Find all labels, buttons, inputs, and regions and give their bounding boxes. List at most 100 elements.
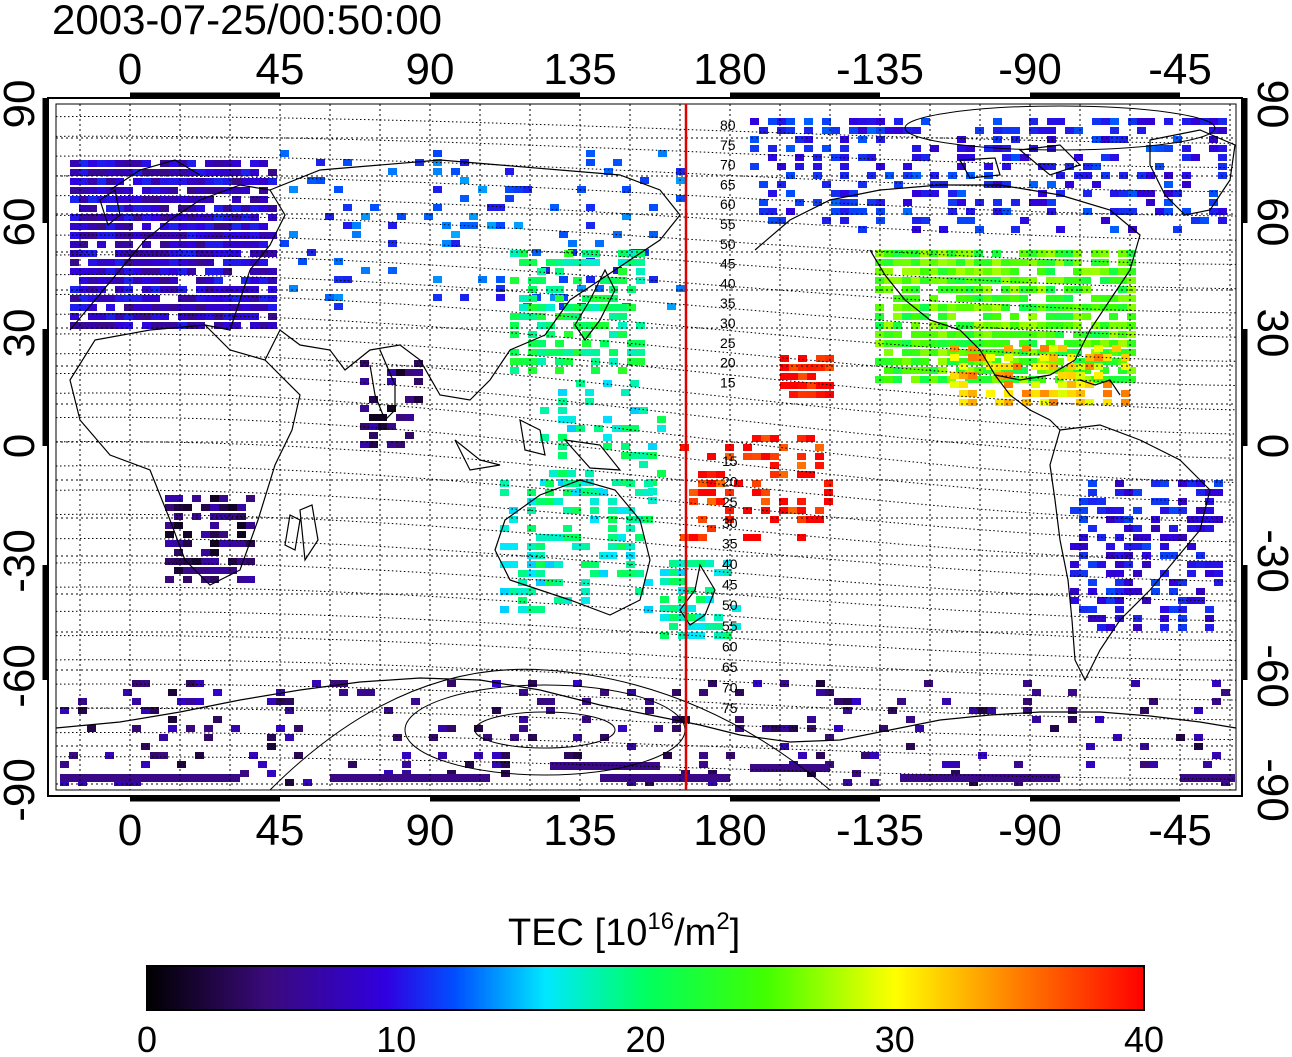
tec-cell: [545, 480, 554, 487]
tec-cell: [884, 259, 893, 266]
tec-cell: [510, 734, 519, 741]
tec-cell: [779, 471, 788, 478]
tec-cell: [232, 169, 241, 176]
tec-cell: [214, 232, 223, 239]
tec-cell: [779, 507, 788, 514]
tec-cell: [133, 160, 142, 167]
tec-cell: [88, 250, 97, 257]
tec-cell: [1088, 498, 1097, 505]
tec-cell: [797, 534, 806, 541]
tec-cell: [591, 295, 600, 302]
tec-cell: [567, 425, 576, 432]
tec-cell: [840, 145, 849, 152]
tec-cell: [546, 322, 555, 329]
tec-cell: [558, 407, 567, 414]
tec-cell: [250, 160, 259, 167]
tec-cell: [939, 226, 948, 233]
tec-cell: [1146, 118, 1155, 125]
tec-cell: [912, 154, 921, 161]
tec-cell: [752, 489, 761, 496]
tec-cell: [707, 453, 716, 460]
tec-cell: [360, 360, 369, 367]
tec-cell: [79, 160, 88, 167]
tec-cell: [1121, 363, 1130, 370]
tec-cell: [626, 525, 635, 532]
tec-cell: [870, 752, 879, 759]
tec-cell: [875, 313, 884, 320]
tec-cell: [447, 770, 456, 777]
tec-cell: [1118, 295, 1127, 302]
tec-cell: [582, 322, 591, 329]
tec-cell: [1088, 606, 1097, 613]
tec-cell: [1073, 304, 1082, 311]
tec-cell: [1088, 588, 1097, 595]
tec-cell: [1028, 376, 1037, 383]
tec-cell: [609, 313, 618, 320]
tec-cell: [957, 163, 966, 170]
tec-cell: [1040, 399, 1049, 406]
tec-cell: [123, 689, 132, 696]
tec-cell: [1038, 190, 1047, 197]
tec-cell: [187, 304, 196, 311]
tec-cell: [219, 495, 228, 502]
tec-cell: [178, 241, 187, 248]
tec-cell: [142, 241, 151, 248]
tec-cell: [831, 190, 840, 197]
tec-cell: [537, 358, 546, 365]
tec-cell: [369, 423, 378, 430]
tec-cell: [492, 752, 501, 759]
tec-cell: [676, 285, 685, 292]
lon-tick-label-top: 45: [256, 45, 305, 94]
tec-cell: [214, 205, 223, 212]
tec-cell: [1209, 136, 1218, 143]
tec-cell: [115, 322, 124, 329]
tec-cell: [267, 770, 276, 777]
tec-cell: [1118, 358, 1127, 365]
tec-cell: [1079, 552, 1088, 559]
tec-cell: [500, 588, 509, 595]
tec-cell: [563, 480, 572, 487]
tec-cell: [205, 214, 214, 221]
tec-cell: [938, 313, 947, 320]
tec-cell: [590, 516, 599, 523]
tec-cell: [1110, 118, 1119, 125]
tec-cell: [1028, 259, 1037, 266]
tec-cell: [798, 391, 807, 398]
tec-cell: [1127, 331, 1136, 338]
tec-cell: [1019, 277, 1028, 284]
tec-cell: [223, 295, 232, 302]
tec-cell: [582, 349, 591, 356]
tec-cell: [1164, 145, 1173, 152]
tec-cell: [1079, 543, 1088, 550]
tec-cell: [627, 259, 636, 266]
tec-cell: [1218, 118, 1227, 125]
tec-cell: [88, 196, 97, 203]
tec-cell: [478, 276, 487, 283]
tec-cell: [1073, 268, 1082, 275]
tec-cell: [687, 605, 696, 612]
tec-cell: [957, 217, 966, 224]
tec-cell: [938, 250, 947, 257]
tec-cell: [246, 495, 255, 502]
tec-cell: [1133, 615, 1142, 622]
tec-cell: [142, 322, 151, 329]
tec-cell: [750, 764, 830, 772]
tec-cell: [151, 214, 160, 221]
tec-cell: [241, 232, 250, 239]
tec-cell: [1115, 552, 1124, 559]
tec-cell: [231, 725, 240, 732]
tec-cell: [576, 380, 585, 387]
tec-cell: [1109, 268, 1118, 275]
tec-cell: [884, 322, 893, 329]
tec-cell: [621, 479, 630, 486]
tec-cell: [797, 453, 806, 460]
tec-cell: [528, 349, 537, 356]
tec-cell: [884, 286, 893, 293]
tec-cell: [942, 761, 951, 768]
tec-cell: [807, 716, 816, 723]
tec-cell: [1010, 331, 1019, 338]
tec-cell: [798, 752, 807, 759]
tec-cell: [581, 588, 590, 595]
tec-cell: [151, 178, 160, 185]
tec-cell: [405, 396, 414, 403]
